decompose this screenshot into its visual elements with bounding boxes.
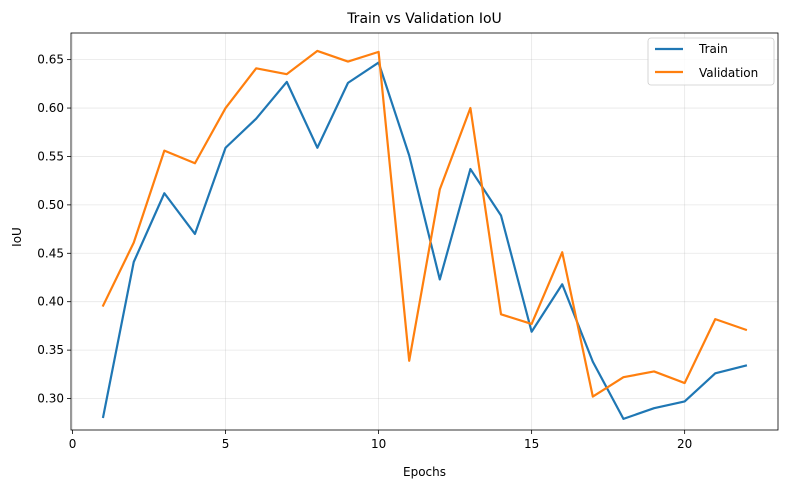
y-tick-label: 0.65 [37, 53, 64, 67]
y-tick-label: 0.50 [37, 198, 64, 212]
grid [71, 33, 778, 430]
y-tick-label: 0.30 [37, 392, 64, 406]
y-tick-label: 0.45 [37, 246, 64, 260]
x-axis-label: Epochs [403, 465, 446, 479]
x-tick-label: 10 [371, 437, 386, 451]
x-tick-label: 15 [524, 437, 539, 451]
legend-label-validation: Validation [699, 66, 758, 80]
axis-ticks: 0 5 10 15 20 0.30 0.35 0.40 0.45 0.50 0.55 0.60 0.65 [37, 53, 692, 451]
y-tick-label: 0.40 [37, 295, 64, 309]
x-tick-label: 0 [69, 437, 77, 451]
x-tick-label: 5 [222, 437, 230, 451]
series-group [101, 49, 748, 420]
chart-title: Train vs Validation IoU [346, 11, 502, 27]
legend-label-train: Train [698, 42, 728, 56]
series-line-validation [101, 49, 748, 398]
series-line-train [101, 61, 748, 420]
y-tick-label: 0.60 [37, 101, 64, 115]
legend: Train Validation [647, 37, 775, 86]
y-tick-label: 0.55 [37, 149, 64, 163]
y-axis-label: IoU [10, 227, 24, 247]
x-tick-label: 20 [677, 437, 692, 451]
plot-frame [70, 32, 779, 431]
y-tick-label: 0.35 [37, 343, 64, 357]
